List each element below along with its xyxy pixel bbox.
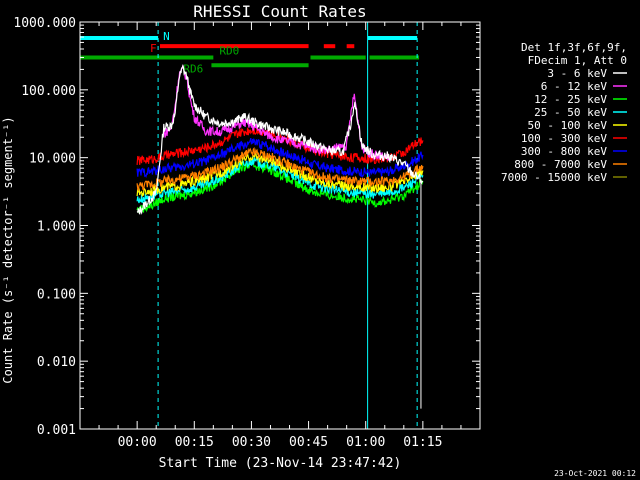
- legend-entry-label: 3 - 6 keV: [547, 67, 607, 80]
- y-axis-label: Count Rate (s⁻¹ detector⁻¹ segment⁻¹): [1, 116, 15, 383]
- legend: Det 1f,3f,6f,9f,FDecim 1, Att 03 - 6 keV…: [501, 41, 627, 184]
- legend-entry-label: 300 - 800 keV: [521, 145, 607, 158]
- legend-entry-label: 25 - 50 keV: [534, 106, 607, 119]
- footer-timestamp: 23-Oct-2021 00:12: [554, 469, 636, 478]
- y-tick-label: 0.100: [37, 287, 76, 302]
- series-line-800-7000-kev: [136, 147, 424, 192]
- series-line-100-300-kev: [136, 127, 424, 165]
- y-axis-ticks: 0.001 0.010 0.100 1.000 10.000 100.000 1000.00…: [13, 16, 480, 438]
- x-axis-ticks: 00:00 00:15 00:30 00:45 01:00 01:15: [98, 22, 481, 450]
- legend-entry-label: 50 - 100 keV: [528, 119, 608, 132]
- legend-header: FDecim 1, Att 0: [528, 54, 627, 67]
- x-tick-label: 01:15: [403, 435, 442, 450]
- y-tick-label: 100.000: [21, 84, 76, 99]
- flag-bars: NF RD0 RD6: [80, 30, 420, 75]
- x-tick-label: 00:30: [232, 435, 271, 450]
- chart-title: RHESSI Count Rates: [193, 2, 366, 21]
- y-tick-label: 0.010: [37, 355, 76, 370]
- series-lines: [136, 63, 424, 409]
- series-line-300-800-kev: [136, 137, 424, 178]
- legend-entry-label: 100 - 300 keV: [521, 132, 607, 145]
- flag-label-rd6: RD6: [183, 62, 203, 75]
- y-tick-label: 1000.000: [13, 16, 76, 31]
- x-tick-label: 00:00: [118, 435, 157, 450]
- y-tick-label: 1.000: [37, 220, 76, 235]
- flag-label-n: N: [163, 30, 170, 43]
- x-tick-label: 00:45: [289, 435, 328, 450]
- y-tick-label: 10.000: [29, 152, 76, 167]
- series-line-3-6-kev: [136, 63, 424, 215]
- y-tick-label: 0.001: [37, 423, 76, 438]
- x-axis-label: Start Time (23-Nov-14 23:47:42): [159, 456, 402, 471]
- flag-label-f: F: [150, 42, 157, 55]
- legend-entry-label: 7000 - 15000 keV: [501, 171, 607, 184]
- legend-header: Det 1f,3f,6f,9f,: [521, 41, 627, 54]
- x-tick-label: 01:00: [346, 435, 385, 450]
- legend-entry-label: 12 - 25 keV: [534, 93, 607, 106]
- legend-entry-label: 800 - 7000 keV: [514, 158, 607, 171]
- flag-label-rd0: RD0: [219, 44, 239, 57]
- legend-entry-label: 6 - 12 keV: [541, 80, 608, 93]
- series-line-25-50-kev: [136, 156, 424, 204]
- x-tick-label: 00:15: [175, 435, 214, 450]
- series-line-6-12-kev: [163, 65, 390, 162]
